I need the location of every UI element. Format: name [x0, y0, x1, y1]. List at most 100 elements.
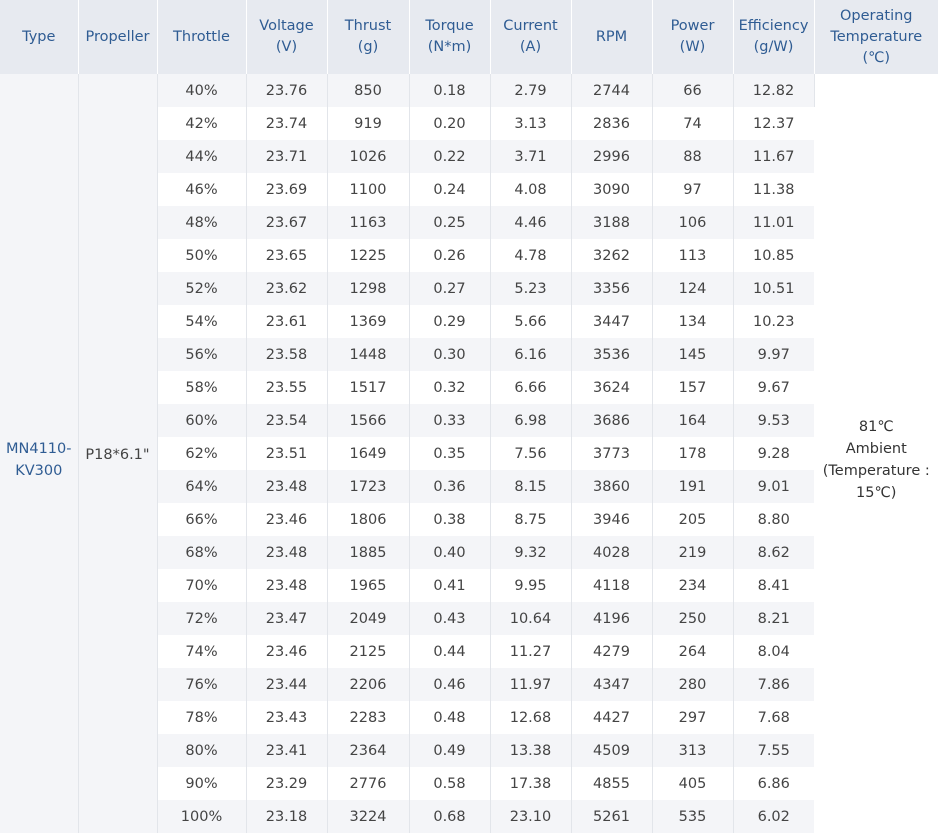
cell-current: 6.66	[490, 371, 571, 404]
cell-current: 2.79	[490, 74, 571, 107]
cell-current: 4.78	[490, 239, 571, 272]
cell-efficiency: 11.67	[733, 140, 814, 173]
cell-power: 178	[652, 437, 733, 470]
cell-thrust: 1225	[327, 239, 409, 272]
cell-voltage: 23.43	[246, 701, 327, 734]
header-rpm-line: RPM	[574, 27, 650, 48]
cell-power: 280	[652, 668, 733, 701]
cell-efficiency: 8.04	[733, 635, 814, 668]
cell-current: 5.23	[490, 272, 571, 305]
header-current-line-2: (A)	[493, 37, 569, 58]
cell-efficiency: 6.86	[733, 767, 814, 800]
header-type-line: Type	[2, 27, 76, 48]
cell-thrust: 2125	[327, 635, 409, 668]
cell-voltage: 23.71	[246, 140, 327, 173]
cell-voltage: 23.67	[246, 206, 327, 239]
header-torque: Torque (N*m)	[409, 0, 490, 74]
cell-current: 4.08	[490, 173, 571, 206]
cell-current: 3.71	[490, 140, 571, 173]
cell-efficiency: 10.85	[733, 239, 814, 272]
cell-throttle: 56%	[157, 338, 246, 371]
cell-thrust: 1100	[327, 173, 409, 206]
cell-current: 8.15	[490, 470, 571, 503]
cell-rpm: 4279	[571, 635, 652, 668]
cell-voltage: 23.48	[246, 470, 327, 503]
cell-rpm: 3188	[571, 206, 652, 239]
cell-throttle: 100%	[157, 800, 246, 833]
cell-voltage: 23.48	[246, 536, 327, 569]
cell-current: 6.16	[490, 338, 571, 371]
header-power-line-2: (W)	[655, 37, 731, 58]
cell-torque: 0.26	[409, 239, 490, 272]
cell-voltage: 23.18	[246, 800, 327, 833]
cell-power: 145	[652, 338, 733, 371]
cell-power: 297	[652, 701, 733, 734]
cell-torque: 0.20	[409, 107, 490, 140]
cell-efficiency: 9.53	[733, 404, 814, 437]
cell-efficiency: 10.51	[733, 272, 814, 305]
cell-voltage: 23.46	[246, 503, 327, 536]
header-thrust: Thrust (g)	[327, 0, 409, 74]
cell-current: 23.10	[490, 800, 571, 833]
cell-current: 12.68	[490, 701, 571, 734]
cell-current: 17.38	[490, 767, 571, 800]
cell-voltage: 23.48	[246, 569, 327, 602]
cell-thrust: 2364	[327, 734, 409, 767]
header-efficiency-line-1: Efficiency	[736, 16, 812, 37]
cell-efficiency: 6.02	[733, 800, 814, 833]
cell-throttle: 50%	[157, 239, 246, 272]
header-efficiency-line-2: (g/W)	[736, 37, 812, 58]
cell-current: 6.98	[490, 404, 571, 437]
cell-thrust: 1517	[327, 371, 409, 404]
cell-efficiency: 9.01	[733, 470, 814, 503]
cell-torque: 0.58	[409, 767, 490, 800]
cell-efficiency: 9.97	[733, 338, 814, 371]
header-type: Type	[0, 0, 78, 74]
cell-thrust: 1566	[327, 404, 409, 437]
header-voltage-line-1: Voltage	[249, 16, 325, 37]
cell-thrust: 919	[327, 107, 409, 140]
cell-torque: 0.29	[409, 305, 490, 338]
cell-current: 11.97	[490, 668, 571, 701]
header-throttle: Throttle	[157, 0, 246, 74]
header-temperature: Operating Temperature (℃)	[814, 0, 938, 74]
cell-rpm: 3447	[571, 305, 652, 338]
cell-thrust: 2776	[327, 767, 409, 800]
table-header: Type Propeller Throttle Voltage (V) Thru…	[0, 0, 938, 74]
cell-thrust: 850	[327, 74, 409, 107]
cell-rpm: 3860	[571, 470, 652, 503]
cell-throttle: 58%	[157, 371, 246, 404]
cell-power: 191	[652, 470, 733, 503]
cell-power: 97	[652, 173, 733, 206]
header-temperature-line-1: Operating	[817, 6, 937, 27]
cell-efficiency: 11.38	[733, 173, 814, 206]
cell-efficiency: 7.68	[733, 701, 814, 734]
cell-voltage: 23.61	[246, 305, 327, 338]
header-torque-line-1: Torque	[412, 16, 488, 37]
motor-type-cell: MN4110-KV300	[0, 74, 78, 833]
cell-current: 10.64	[490, 602, 571, 635]
cell-rpm: 3686	[571, 404, 652, 437]
cell-throttle: 42%	[157, 107, 246, 140]
temperature-line: 15℃)	[815, 482, 938, 504]
header-thrust-line-1: Thrust	[330, 16, 407, 37]
header-row: Type Propeller Throttle Voltage (V) Thru…	[0, 0, 938, 74]
cell-throttle: 70%	[157, 569, 246, 602]
header-rpm: RPM	[571, 0, 652, 74]
cell-voltage: 23.46	[246, 635, 327, 668]
cell-power: 250	[652, 602, 733, 635]
cell-current: 5.66	[490, 305, 571, 338]
cell-thrust: 1298	[327, 272, 409, 305]
cell-voltage: 23.74	[246, 107, 327, 140]
cell-throttle: 66%	[157, 503, 246, 536]
cell-thrust: 1448	[327, 338, 409, 371]
cell-torque: 0.36	[409, 470, 490, 503]
cell-current: 9.95	[490, 569, 571, 602]
cell-current: 7.56	[490, 437, 571, 470]
cell-power: 164	[652, 404, 733, 437]
cell-current: 3.13	[490, 107, 571, 140]
cell-rpm: 3773	[571, 437, 652, 470]
cell-thrust: 2206	[327, 668, 409, 701]
